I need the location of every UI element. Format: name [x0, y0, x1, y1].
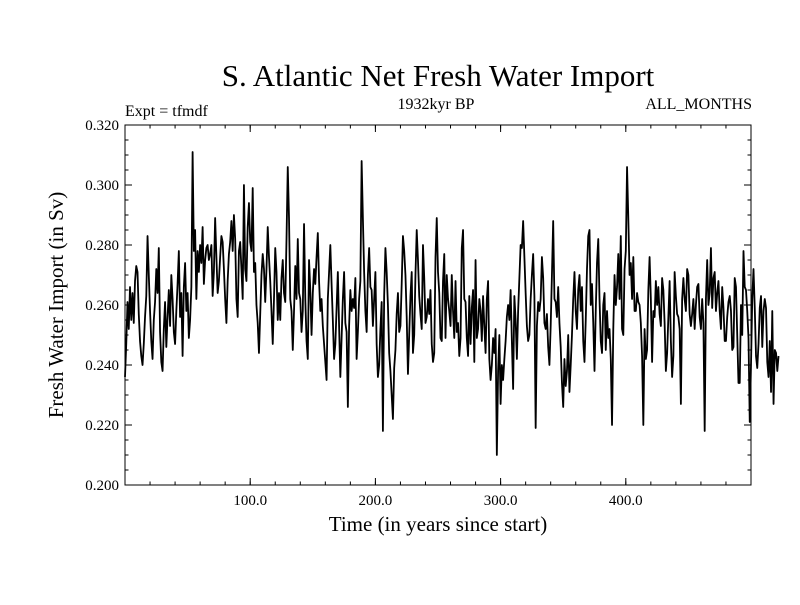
months-label: ALL_MONTHS — [645, 96, 752, 113]
chart-title: S. Atlantic Net Fresh Water Import — [222, 58, 655, 93]
y-tick-label: 0.320 — [85, 118, 119, 134]
y-tick-label: 0.260 — [85, 298, 119, 314]
chart-subtitle: 1932kyr BP — [398, 96, 475, 113]
experiment-label: Expt = tfmdf — [125, 103, 208, 120]
x-axis-label: Time (in years since start) — [329, 512, 548, 536]
y-tick-label: 0.300 — [85, 178, 119, 194]
y-axis-label: Fresh Water Import (in Sv) — [44, 192, 68, 419]
x-tick-label: 100.0 — [233, 493, 267, 509]
x-tick-label: 300.0 — [484, 493, 518, 509]
y-tick-label: 0.240 — [85, 358, 119, 374]
y-tick-label: 0.200 — [85, 478, 119, 494]
y-tick-label: 0.280 — [85, 238, 119, 254]
x-tick-label: 400.0 — [609, 493, 643, 509]
x-axis-ticks: 100.0 200.0 300.0 400.0 — [149, 125, 727, 509]
x-tick-label: 200.0 — [359, 493, 393, 509]
y-tick-label: 0.220 — [85, 418, 119, 434]
y-axis-ticks: 0.200 0.220 0.240 0.260 0.280 0.300 0.320 — [85, 118, 751, 494]
plot-frame — [124, 124, 752, 486]
series-line — [124, 151, 780, 456]
